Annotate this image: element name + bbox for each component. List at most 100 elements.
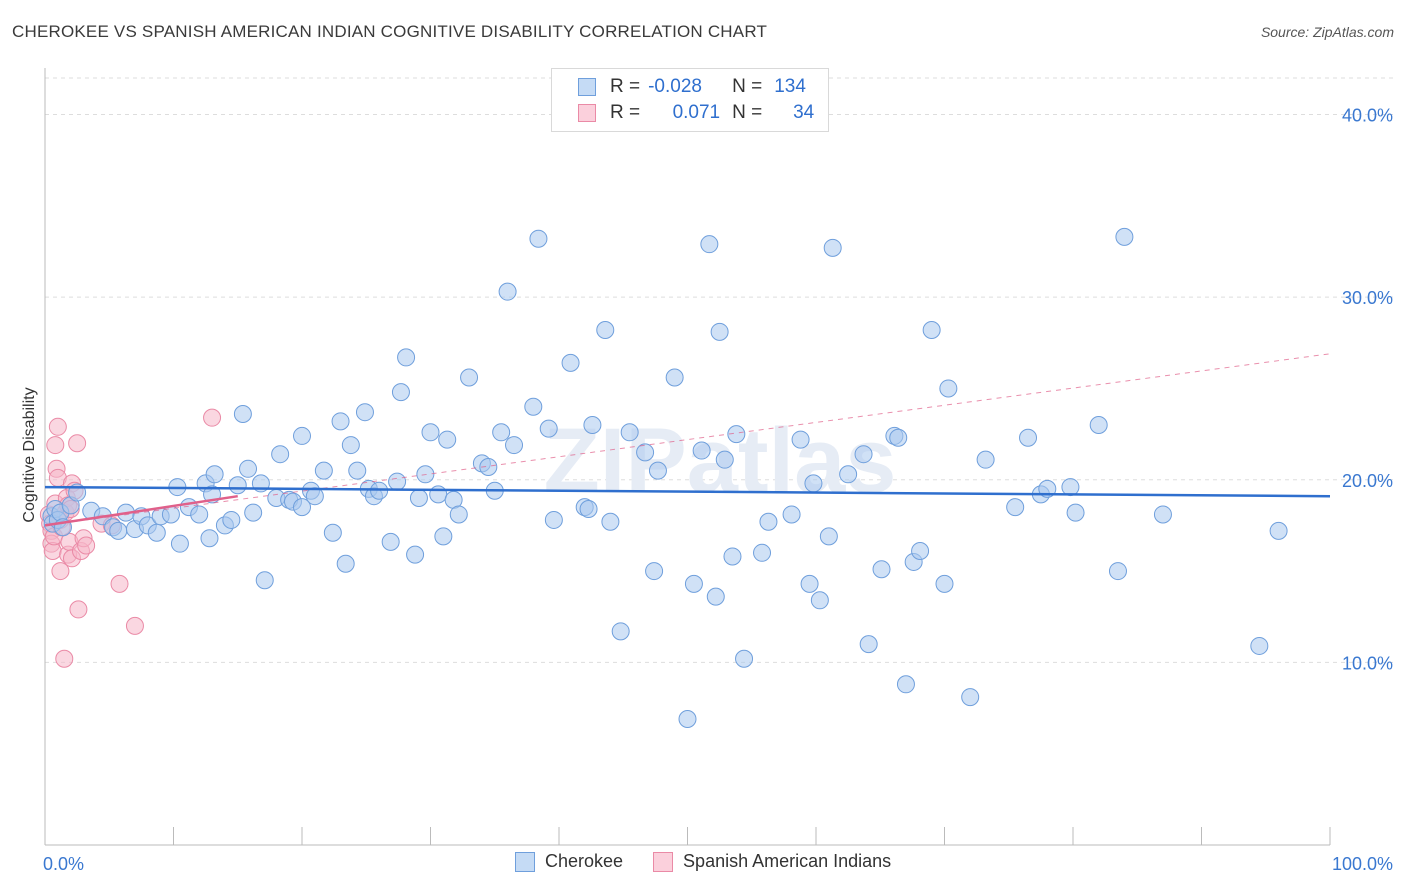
source-credit: Source: ZipAtlas.com bbox=[1260, 24, 1394, 40]
cherokee-point bbox=[759, 512, 778, 531]
cherokee-point bbox=[735, 649, 754, 668]
cherokee-point bbox=[190, 505, 209, 524]
correlation-legend: R = -0.028 N = 134 R = 0.071 N = 34 bbox=[551, 68, 829, 132]
cherokee-point bbox=[939, 379, 958, 398]
cherokee-point bbox=[293, 498, 311, 517]
n-label: N = bbox=[732, 102, 763, 123]
r-label: R = bbox=[610, 102, 641, 123]
cherokee-point bbox=[391, 383, 410, 402]
cherokee-point bbox=[529, 229, 548, 248]
cherokee-point bbox=[896, 675, 915, 694]
spanish-point bbox=[68, 434, 87, 453]
cherokee-point bbox=[596, 321, 615, 340]
cherokee-point bbox=[409, 489, 428, 508]
cherokee-point bbox=[397, 348, 416, 367]
cherokee-point bbox=[479, 457, 498, 476]
cherokee-point bbox=[544, 510, 563, 529]
cherokee-point bbox=[323, 523, 342, 542]
cherokee-point bbox=[678, 709, 697, 728]
spanish-point bbox=[55, 649, 74, 668]
cherokee-point bbox=[692, 441, 711, 460]
cherokee-point bbox=[859, 635, 878, 654]
cherokee-point bbox=[922, 321, 941, 340]
cherokee-point bbox=[205, 465, 224, 484]
cherokee-point bbox=[819, 527, 838, 546]
spanish-point bbox=[77, 536, 96, 555]
cherokee-point bbox=[620, 423, 639, 442]
cherokee-point bbox=[791, 430, 810, 449]
spanish-swatch bbox=[653, 851, 674, 872]
cherokee-point bbox=[839, 465, 858, 484]
tick-labels: 10.0% 20.0% 30.0% 40.0% 0.0% 100.0% bbox=[43, 106, 1393, 874]
cherokee-point bbox=[434, 527, 453, 546]
y-axis-label: Cognitive Disability bbox=[21, 387, 38, 523]
cherokee-point bbox=[1108, 562, 1127, 581]
n-label: N = bbox=[732, 76, 763, 97]
r-value: -0.028 bbox=[648, 76, 702, 97]
cherokee-point bbox=[438, 430, 457, 449]
cherokee-point bbox=[460, 368, 479, 387]
cherokee-point bbox=[636, 443, 655, 462]
cherokee-point bbox=[293, 426, 311, 445]
legend-row-cherokee: R = -0.028 N = 134 bbox=[578, 75, 806, 99]
cherokee-point bbox=[406, 545, 425, 564]
trend-lines bbox=[44, 353, 1331, 527]
cherokee-point bbox=[222, 510, 241, 529]
cherokee-point bbox=[1089, 415, 1108, 434]
cherokee-point bbox=[727, 425, 746, 444]
cherokee-point bbox=[935, 574, 954, 593]
legend-item-spanish: Spanish American Indians bbox=[653, 851, 891, 872]
cherokee-point bbox=[341, 436, 360, 455]
cherokee-trend-line bbox=[44, 485, 1331, 498]
spanish-point bbox=[48, 417, 67, 436]
spanish-point bbox=[125, 616, 144, 635]
cherokee-point bbox=[706, 587, 725, 606]
cherokee-point bbox=[810, 591, 829, 610]
cherokee-point bbox=[961, 688, 980, 707]
spanish-trend-line bbox=[44, 494, 238, 527]
cherokee-point bbox=[1066, 503, 1085, 522]
cherokee-swatch bbox=[515, 851, 535, 872]
cherokee-point bbox=[700, 235, 719, 254]
cherokee-point bbox=[782, 505, 801, 524]
cherokee-point bbox=[1153, 505, 1172, 524]
cherokee-point bbox=[244, 503, 263, 522]
cherokee-point bbox=[872, 560, 891, 579]
cherokee-point bbox=[1019, 428, 1038, 447]
cherokee-point bbox=[239, 459, 258, 478]
cherokee-point bbox=[601, 512, 620, 531]
cherokee-point bbox=[710, 322, 729, 341]
cherokee-point bbox=[1269, 521, 1288, 540]
cherokee-point bbox=[492, 423, 511, 442]
cherokee-point bbox=[665, 368, 684, 387]
cherokee-point bbox=[800, 574, 819, 593]
n-value: 34 bbox=[793, 102, 815, 123]
x-tick-label: 100.0% bbox=[1332, 854, 1393, 874]
y-tick-label: 40.0% bbox=[1342, 106, 1393, 126]
legend-label: Cherokee bbox=[545, 851, 624, 871]
r-value: 0.071 bbox=[672, 102, 721, 123]
cherokee-point bbox=[976, 450, 995, 469]
cherokee-point bbox=[804, 474, 823, 493]
cherokee-point bbox=[539, 419, 558, 438]
legend-item-cherokee: Cherokee bbox=[515, 851, 623, 872]
cherokee-point bbox=[1006, 498, 1025, 517]
cherokee-point bbox=[228, 476, 247, 495]
cherokee-point bbox=[823, 238, 842, 257]
cherokee-point bbox=[648, 461, 667, 480]
cherokee-point bbox=[421, 423, 440, 442]
cherokee-point bbox=[233, 405, 252, 424]
cherokee-point bbox=[200, 529, 219, 548]
axes bbox=[44, 68, 1331, 846]
cherokee-point bbox=[147, 523, 166, 542]
cherokee-point bbox=[1061, 478, 1080, 497]
cherokee-point bbox=[305, 487, 324, 506]
cherokee-point bbox=[314, 461, 333, 480]
chart-title: CHEROKEE VS SPANISH AMERICAN INDIAN COGN… bbox=[12, 22, 768, 41]
spanish-point bbox=[69, 600, 88, 619]
cherokee-point bbox=[255, 571, 274, 590]
cherokee-point bbox=[645, 562, 664, 581]
cherokee-point bbox=[1250, 636, 1269, 655]
legend-label: Spanish American Indians bbox=[683, 851, 892, 871]
